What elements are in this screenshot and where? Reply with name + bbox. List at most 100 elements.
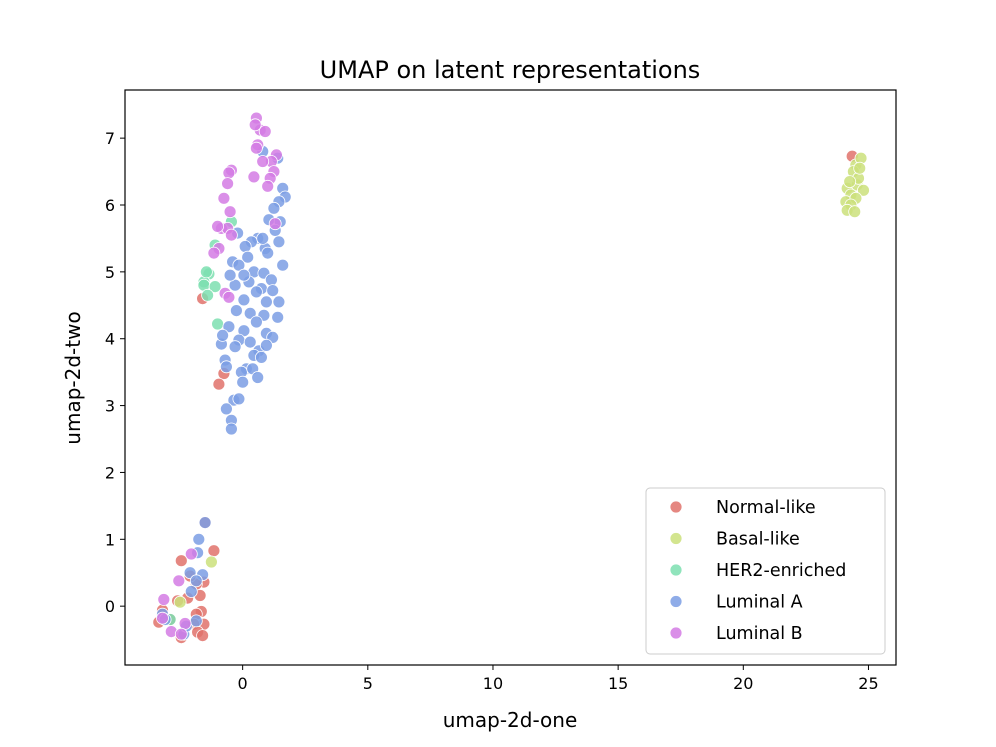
scatter-point bbox=[211, 219, 225, 233]
scatter-point bbox=[232, 258, 246, 272]
scatter-point bbox=[219, 402, 233, 416]
x-tick-label: 15 bbox=[608, 674, 628, 693]
scatter-point bbox=[178, 617, 192, 630]
scatter-point bbox=[201, 288, 215, 302]
legend-marker bbox=[669, 626, 683, 640]
x-tick-label: 20 bbox=[733, 674, 753, 693]
legend-marker bbox=[669, 532, 683, 545]
scatter-point bbox=[276, 258, 290, 272]
scatter-point bbox=[238, 240, 252, 253]
scatter-point bbox=[243, 306, 257, 320]
legend-box bbox=[645, 487, 886, 655]
scatter-point bbox=[221, 177, 235, 191]
scatter-point bbox=[272, 295, 286, 309]
scatter-point bbox=[267, 201, 281, 215]
scatter-point bbox=[157, 593, 171, 606]
x-tick-label: 10 bbox=[483, 674, 503, 693]
scatter-point bbox=[223, 205, 237, 219]
scatter-point bbox=[224, 422, 238, 436]
scatter-point bbox=[249, 141, 263, 155]
scatter-point bbox=[268, 217, 282, 231]
scatter-point bbox=[192, 532, 206, 546]
scatter-point bbox=[843, 175, 857, 189]
scatter-point bbox=[232, 392, 246, 406]
scatter-point bbox=[848, 205, 862, 219]
scatter-point bbox=[258, 125, 272, 138]
axis-ticks: 0 5 10 15 20 25 0 1 2 3 4 5 6 7 bbox=[105, 129, 879, 693]
scatter-point bbox=[184, 585, 198, 598]
scatter-point bbox=[853, 161, 867, 175]
y-tick-label: 6 bbox=[105, 196, 115, 215]
x-axis-label: umap-2d-one bbox=[443, 708, 578, 732]
scatter-point bbox=[259, 338, 273, 352]
y-tick-label: 0 bbox=[105, 597, 115, 616]
scatter-point bbox=[228, 278, 242, 292]
scatter-point bbox=[189, 574, 203, 588]
y-tick-label: 7 bbox=[105, 129, 115, 148]
legend-label: Luminal B bbox=[716, 624, 803, 644]
scatter-point bbox=[237, 293, 251, 307]
scatter-point bbox=[251, 371, 265, 384]
scatter-point bbox=[264, 273, 278, 287]
x-tick-label: 0 bbox=[238, 674, 248, 693]
scatter-point bbox=[259, 295, 273, 309]
scatter-point bbox=[261, 179, 275, 193]
scatter-point bbox=[272, 235, 286, 249]
scatter-point bbox=[248, 118, 262, 132]
chart-title: UMAP on latent representations bbox=[320, 56, 701, 84]
scatter-point bbox=[256, 231, 270, 245]
scatter-point bbox=[249, 315, 263, 329]
scatter-point bbox=[184, 547, 198, 561]
y-axis-label: umap-2d-two bbox=[61, 311, 85, 444]
legend-label: Luminal A bbox=[716, 593, 803, 613]
scatter-point bbox=[857, 183, 870, 197]
legend-marker bbox=[669, 500, 683, 514]
scatter-point bbox=[219, 360, 233, 374]
scatter-point bbox=[198, 516, 212, 529]
scatter-point bbox=[207, 246, 221, 260]
scatter-point bbox=[196, 629, 210, 642]
scatter-point bbox=[222, 320, 236, 334]
legend-label: HER2-enriched bbox=[716, 561, 846, 581]
scatter-point bbox=[223, 268, 237, 282]
scatter-point bbox=[217, 191, 231, 205]
scatter-point bbox=[207, 544, 221, 558]
scatter-point bbox=[222, 290, 236, 304]
scatter-point bbox=[174, 627, 188, 641]
scatter-point bbox=[254, 350, 268, 364]
scatter-point bbox=[208, 280, 222, 294]
y-tick-label: 2 bbox=[105, 463, 115, 482]
legend-marker bbox=[669, 595, 683, 608]
scatter-point bbox=[204, 555, 218, 569]
scatter-point bbox=[229, 304, 243, 318]
legend: Normal-like Basal-like HER2-enriched Lumina… bbox=[645, 487, 886, 655]
scatter-point bbox=[216, 328, 230, 342]
legend-label: Normal-like bbox=[716, 498, 816, 518]
legend-label: Basal-like bbox=[716, 530, 800, 550]
scatter-point bbox=[237, 268, 251, 282]
scatter-point bbox=[199, 265, 213, 279]
scatter-point bbox=[172, 574, 186, 588]
y-tick-label: 5 bbox=[105, 263, 115, 282]
scatter-point bbox=[189, 614, 203, 628]
scatter-point bbox=[173, 595, 187, 609]
scatter-point bbox=[228, 340, 242, 354]
scatter-point bbox=[222, 166, 236, 180]
scatter-point bbox=[271, 310, 285, 324]
scatter-point bbox=[261, 246, 275, 260]
x-tick-label: 5 bbox=[363, 674, 373, 693]
x-tick-label: 25 bbox=[858, 674, 878, 693]
plot-frame bbox=[124, 89, 897, 666]
scatter-point bbox=[224, 228, 238, 242]
scatter-point bbox=[247, 170, 261, 184]
scatter-point bbox=[266, 284, 280, 298]
legend-marker bbox=[669, 563, 683, 577]
scatter-point bbox=[156, 611, 169, 625]
scatter-point bbox=[241, 250, 255, 264]
scatter-point bbox=[249, 285, 263, 299]
scatter-point bbox=[212, 377, 226, 391]
scatter-point bbox=[236, 375, 250, 389]
y-tick-label: 1 bbox=[105, 530, 115, 549]
scatter-point bbox=[174, 554, 188, 568]
